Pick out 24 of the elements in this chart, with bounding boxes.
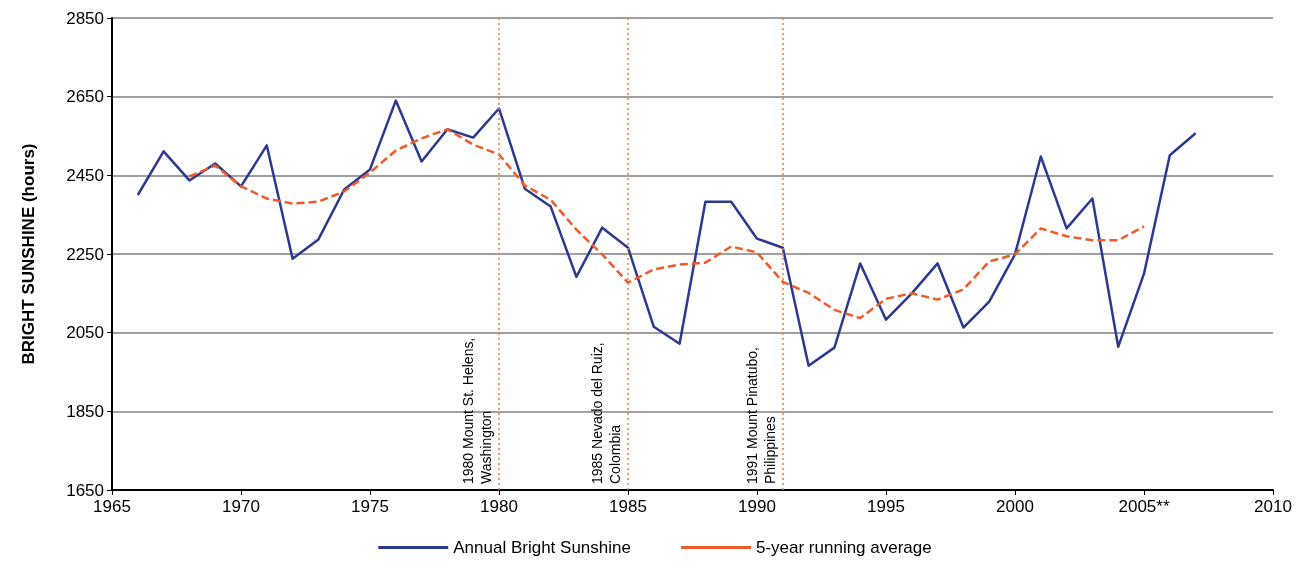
y-axis-title: BRIGHT SUNSHINE (hours) (19, 143, 38, 365)
y-tick-label: 1650 (66, 480, 104, 500)
y-tick-label: 2050 (66, 323, 104, 343)
y-tick-label: 2850 (66, 8, 104, 28)
legend-label: 5-year running average (755, 538, 932, 557)
y-tick-label: 2650 (66, 87, 104, 107)
line-series (188, 128, 1146, 320)
x-tick-label: 1965 (93, 497, 131, 516)
x-tick-label: 2005** (1118, 497, 1170, 516)
y-tick-label: 2450 (66, 165, 104, 185)
x-tick-label: 1990 (738, 497, 776, 516)
y-tick-label: 2250 (66, 244, 104, 264)
x-tick-label: 2000 (996, 497, 1034, 516)
x-tick-label: 1970 (222, 497, 260, 516)
ref-line-label: 1985 Nevado del Ruiz, Colombia (589, 338, 623, 484)
ref-line-label: 1991 Mount Pinatubo, Philippines (743, 343, 778, 484)
legend-label: Annual Bright Sunshine (453, 538, 631, 557)
ref-line-label: 1980 Mount St. Helens, Washington (460, 333, 494, 484)
x-tick-label: 1980 (480, 497, 518, 516)
x-tick-label: 1995 (867, 497, 905, 516)
x-tick-label: 2010 (1254, 497, 1292, 516)
y-tick-label: 1850 (66, 401, 104, 421)
x-tick-label: 1985 (609, 497, 647, 516)
x-tick-label: 1975 (351, 497, 389, 516)
